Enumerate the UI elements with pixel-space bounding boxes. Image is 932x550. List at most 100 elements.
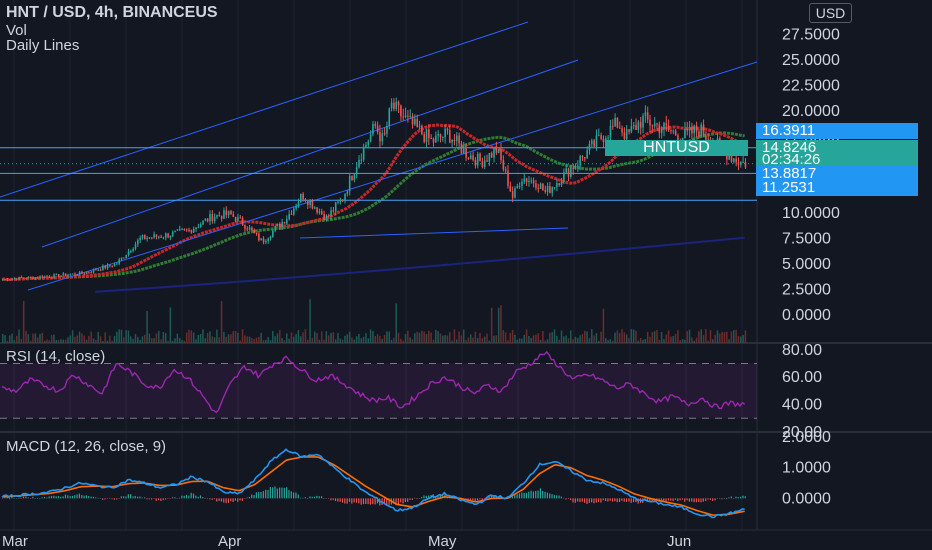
macd-hist-bar [707, 498, 709, 500]
candle-body [614, 117, 616, 127]
price-axis-tick-5.0000: 5.0000 [782, 256, 831, 273]
volume-bar [71, 330, 74, 343]
macd-hist-bar [509, 497, 511, 499]
volume-bar [237, 332, 239, 343]
candle-body [495, 148, 498, 153]
macd-hist-bar [13, 498, 15, 499]
volume-bar [53, 334, 55, 343]
candle-body [197, 227, 200, 229]
candle-body [316, 207, 318, 213]
volume-bar [581, 334, 584, 343]
volume-bar [737, 336, 740, 343]
macd-hist-bar [353, 498, 355, 503]
macd-hist-bar [167, 498, 169, 499]
volume-bar [297, 330, 300, 343]
candle-body [223, 210, 225, 219]
macd-hist-bar [195, 495, 197, 499]
volume-bar [346, 334, 349, 343]
candle-body [565, 168, 568, 173]
candle-body [388, 108, 391, 127]
candle-body [539, 183, 542, 189]
macd-hist-bar [123, 496, 125, 499]
symbol-title[interactable]: HNT / USD, 4h, BINANCEUS [6, 4, 218, 21]
rsi-axis-tick-60.00: 60.00 [782, 369, 822, 386]
macd-hist-bar [192, 493, 195, 499]
candle-body [686, 128, 689, 131]
volume-bar [663, 339, 665, 343]
candle-body [202, 220, 204, 225]
candle-body [46, 276, 48, 278]
volume-bar [511, 330, 514, 343]
volume-bar [20, 338, 23, 343]
volume-bar [449, 332, 451, 343]
volume-bar [553, 329, 556, 343]
volume-bar [393, 337, 395, 343]
macd-hist-bar [227, 498, 230, 503]
candle-body [29, 276, 32, 278]
volume-bar [570, 330, 572, 343]
volume-bar [360, 338, 363, 343]
candle-body [53, 274, 55, 278]
volume-bar [611, 340, 614, 343]
macd-hist-bar [584, 498, 586, 503]
macd-hist-bar [386, 498, 388, 505]
macd-hist-bar [719, 498, 721, 499]
candle-body [549, 186, 551, 193]
candle-body [99, 269, 102, 271]
macd-hist-bar [141, 497, 143, 499]
macd-hist-bar [574, 498, 576, 503]
candle-body [442, 137, 444, 139]
macd-hist-bar [586, 498, 588, 504]
macd-hist-bar [479, 498, 481, 500]
macd-hist-bar [155, 498, 157, 501]
volume-bar [702, 335, 705, 343]
candle-body [733, 158, 735, 162]
volume-bar [618, 332, 621, 343]
candle-body [737, 162, 740, 165]
macd-hist-bar [213, 498, 216, 500]
candle-body [625, 129, 628, 139]
macd-hist-bar [414, 497, 416, 499]
macd-hist-bar [71, 495, 74, 499]
volume-bar [462, 329, 465, 343]
macd-hist-bar [265, 489, 267, 499]
macd-hist-bar [404, 498, 406, 502]
macd-hist-bar [460, 498, 462, 501]
volume-bar [174, 338, 176, 343]
volume-bar [281, 338, 283, 343]
volume-indicator-label[interactable]: Vol [6, 22, 27, 39]
macd-hist-bar [651, 498, 653, 502]
currency-unit-button[interactable]: USD [809, 3, 852, 23]
price-axis-tick-2.5000: 2.5000 [782, 282, 831, 299]
volume-bar [29, 340, 32, 343]
volume-bar [162, 332, 165, 343]
volume-bar [479, 332, 481, 343]
candle-body [390, 102, 393, 109]
candle-body [688, 126, 691, 131]
macd-hist-bar [702, 498, 704, 502]
daily-lines-indicator-label[interactable]: Daily Lines [6, 37, 80, 54]
volume-bar [283, 340, 286, 343]
volume-bar [267, 337, 269, 343]
volume-bar [188, 329, 190, 343]
macd-hist-bar [346, 498, 348, 504]
macd-hist-bar [220, 498, 223, 502]
macd-hist-bar [41, 497, 43, 499]
volume-bar [665, 334, 668, 343]
candle-body [323, 214, 325, 220]
macd-hist-bar [723, 498, 725, 499]
macd-hist-bar [109, 497, 111, 499]
macd-hist-bar [476, 498, 479, 501]
macd-hist-bar [691, 498, 693, 502]
macd-pane-title[interactable]: MACD (12, 26, close, 9) [6, 438, 167, 455]
volume-bar [495, 335, 498, 343]
volume-bar [539, 339, 542, 343]
volume-bar [18, 329, 20, 343]
volume-bar [306, 339, 309, 343]
volume-bar [113, 335, 116, 343]
volume-bar [32, 333, 34, 343]
candle-body [432, 138, 435, 143]
volume-bar [402, 340, 404, 343]
rsi-pane-title[interactable]: RSI (14, close) [6, 348, 106, 365]
